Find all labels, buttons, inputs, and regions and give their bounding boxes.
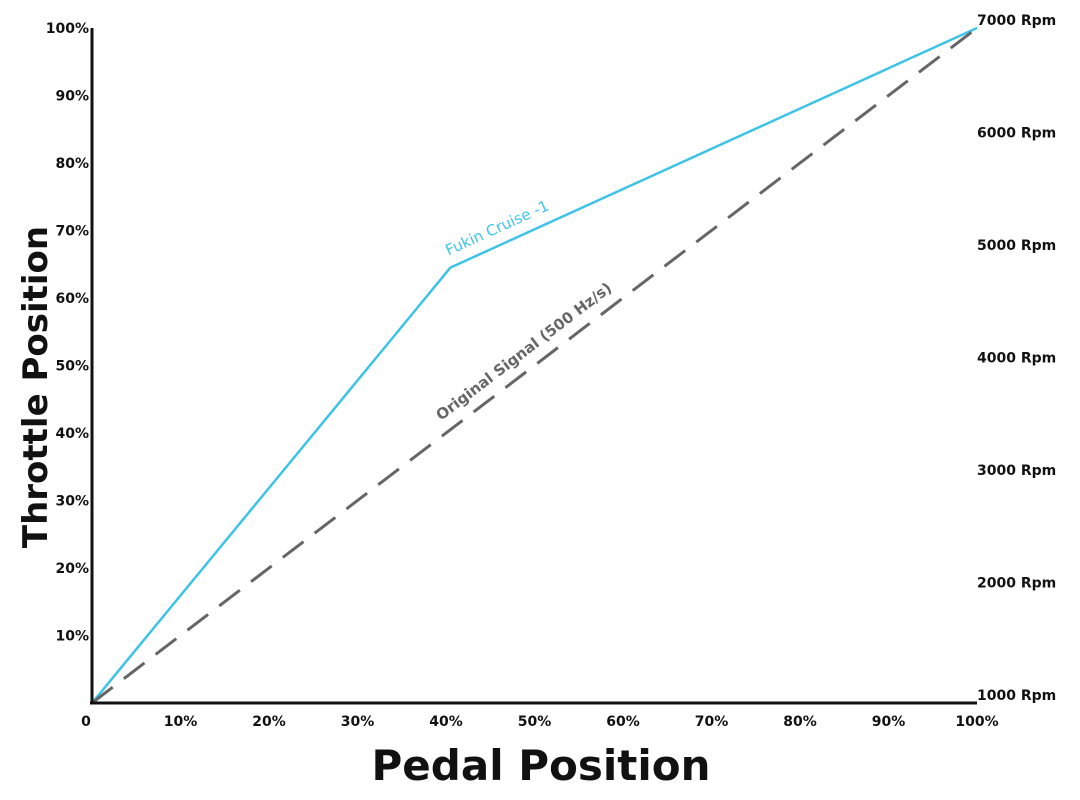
x-tick-label: 100% <box>955 714 998 730</box>
x-tick-label: 90% <box>872 714 906 730</box>
y-tick-label: 50% <box>55 359 89 375</box>
y-tick-label: 90% <box>55 89 89 105</box>
y-tick-label: 30% <box>55 494 89 510</box>
x-tick-label: 0 <box>81 714 91 730</box>
rpm-tick-label: 1000 Rpm <box>977 688 1056 704</box>
y-tick-label: 40% <box>55 426 89 442</box>
ticks-layer: 10% 20% 30% 40% 50% 60% 70% 80% 90% 100% 0 10% 20% 30… <box>46 13 1057 730</box>
x-tick-label: 60% <box>606 714 640 730</box>
x-tick-label: 50% <box>518 714 552 730</box>
rpm-tick-label: 7000 Rpm <box>977 13 1056 29</box>
series-label-1: Original Signal (500 Hz/s) <box>433 279 616 424</box>
x-tick-label: 10% <box>164 714 198 730</box>
rpm-tick-label: 6000 Rpm <box>977 126 1056 142</box>
axes-layer <box>90 28 977 705</box>
x-tick-label: 80% <box>783 714 817 730</box>
rpm-tick-label: 2000 Rpm <box>977 575 1056 591</box>
series-layer <box>91 26 978 705</box>
x-tick-label: 40% <box>429 714 463 730</box>
y-tick-label: 10% <box>55 629 89 645</box>
series-line-0 <box>91 26 978 704</box>
x-axis-title: Pedal Position <box>372 741 711 790</box>
y-tick-label: 100% <box>46 21 89 37</box>
y-tick-label: 70% <box>55 224 89 240</box>
rpm-tick-label: 5000 Rpm <box>977 238 1056 254</box>
y-tick-label: 80% <box>55 156 89 172</box>
rpm-tick-label: 3000 Rpm <box>977 463 1056 479</box>
y-tick-label: 60% <box>55 291 89 307</box>
series-line-1 <box>91 26 978 705</box>
rpm-tick-label: 4000 Rpm <box>977 351 1056 367</box>
y-axis-title: Throttle Position <box>16 226 56 548</box>
y-tick-label: 20% <box>55 561 89 577</box>
x-tick-label: 20% <box>252 714 286 730</box>
x-tick-label: 30% <box>341 714 375 730</box>
x-tick-label: 70% <box>695 714 729 730</box>
